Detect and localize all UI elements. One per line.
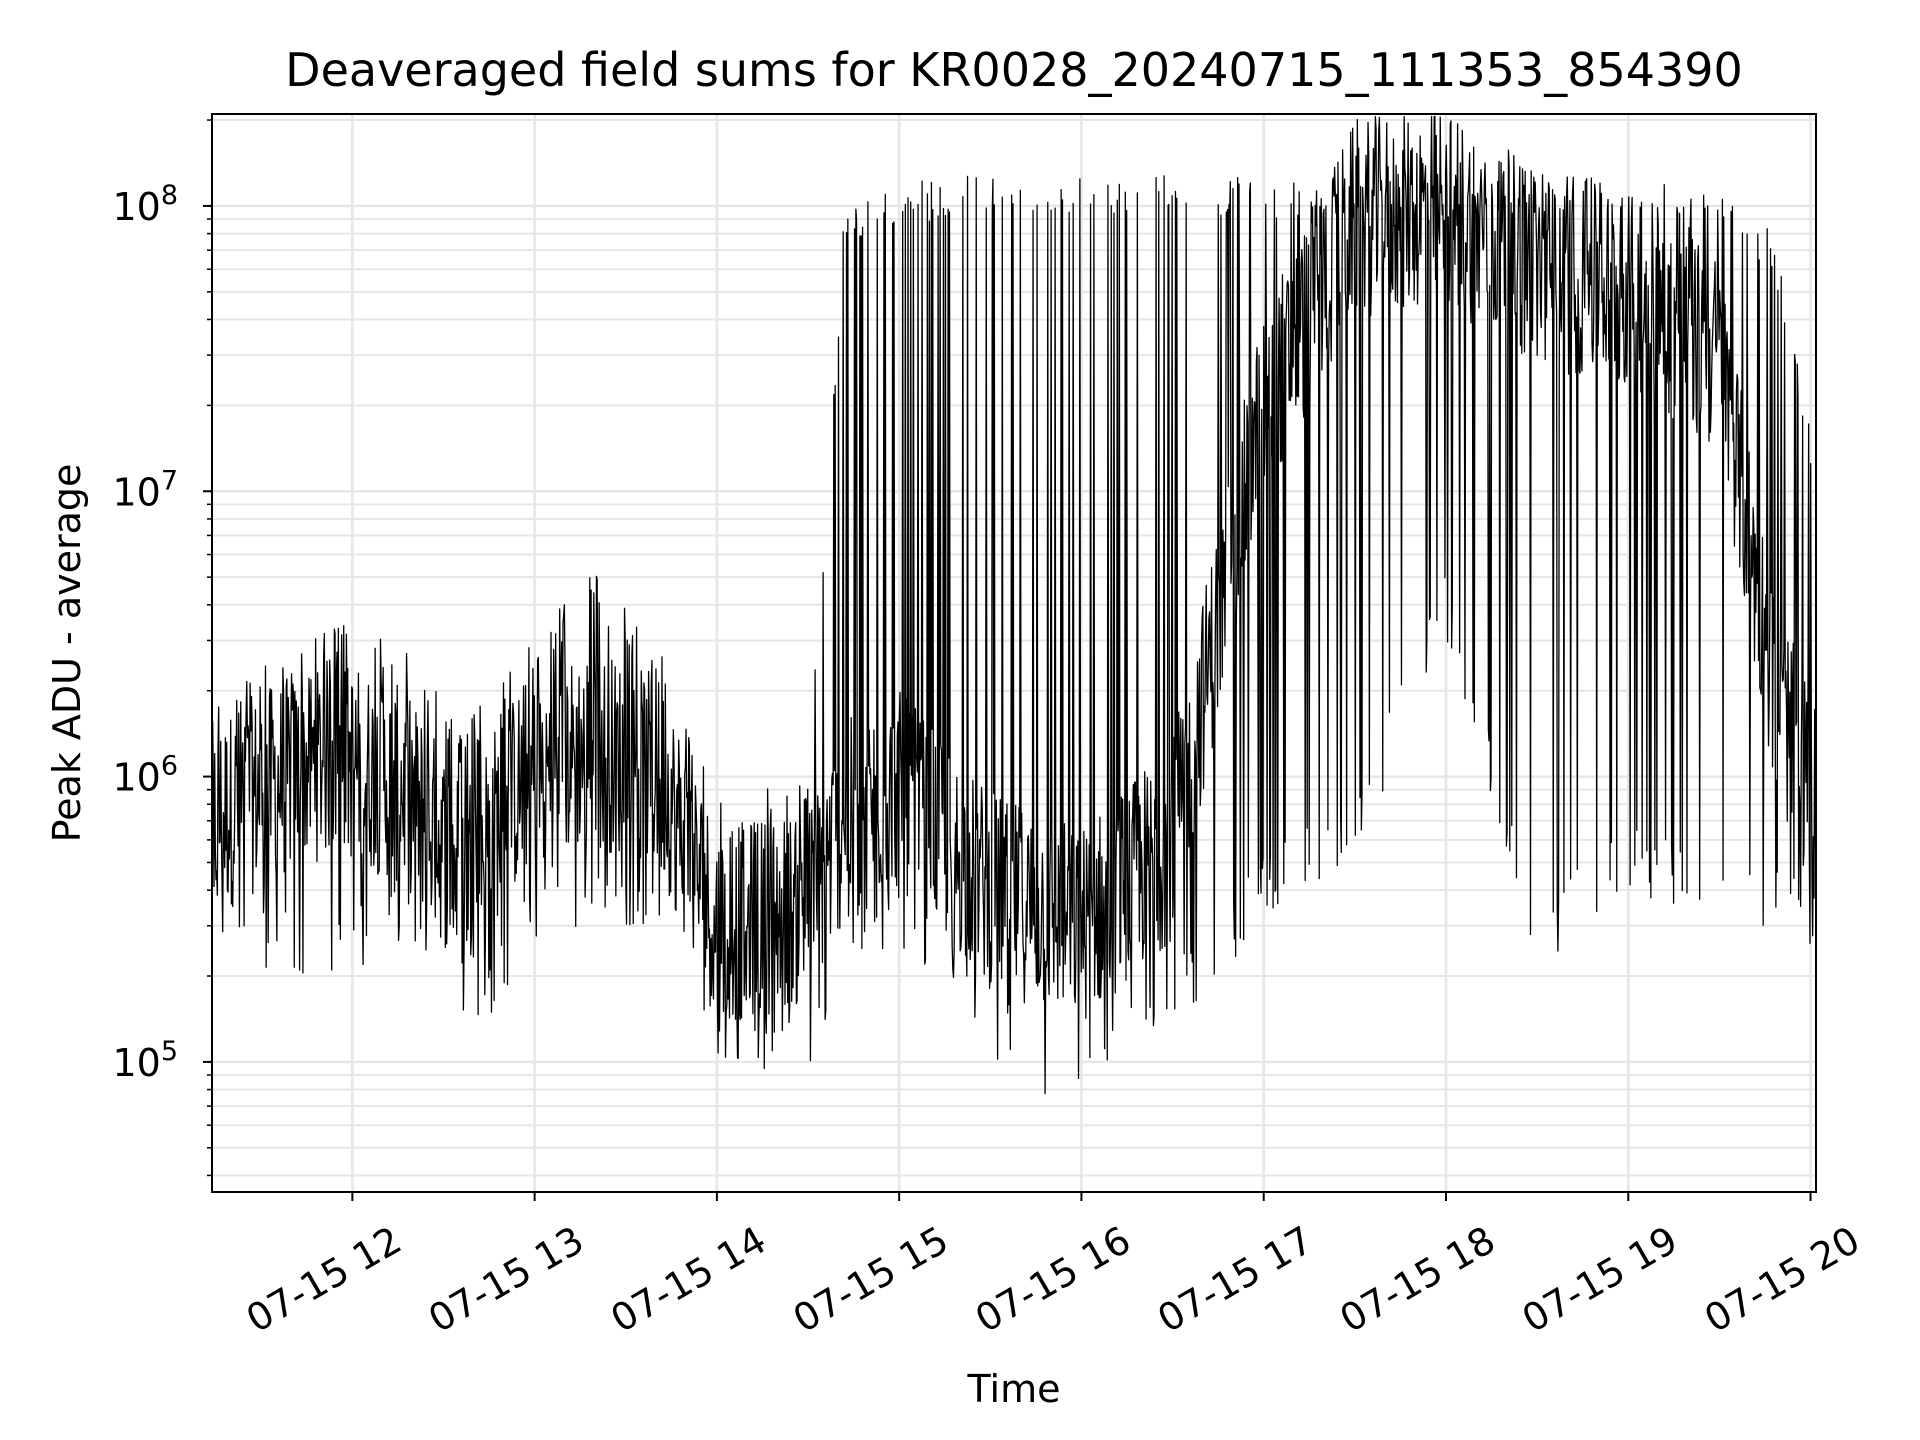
y-tick-label: 108: [112, 180, 178, 229]
chart-title: Deaveraged field sums for KR0028_2024071…: [285, 43, 1743, 97]
x-axis-title: Time: [967, 1367, 1061, 1411]
y-axis: 105 106 107 108: [112, 119, 212, 1177]
y-tick-label: 106: [112, 751, 178, 800]
x-tick-label: 07-15 13: [421, 1218, 591, 1342]
series-line: [211, 115, 1817, 1095]
y-axis-title: Peak ADU - average: [45, 464, 89, 843]
x-tick-label: 07-15 12: [239, 1218, 409, 1342]
data-series-layer: [211, 115, 1817, 1095]
x-tick-label: 07-15 20: [1697, 1218, 1867, 1342]
x-tick-label: 07-15 18: [1333, 1218, 1503, 1342]
x-tick-label: 07-15 19: [1515, 1218, 1685, 1342]
x-tick-label: 07-15 15: [786, 1218, 956, 1342]
y-tick-label: 105: [112, 1036, 178, 1085]
plot-frame: [211, 113, 1817, 1193]
x-axis: 07-15 12 07-15 13 07-15 14 07-15 15 07-15 16…: [239, 1192, 1867, 1341]
x-tick-label: 07-15 14: [603, 1218, 773, 1342]
x-tick-label: 07-15 16: [968, 1218, 1138, 1342]
y-tick-label: 107: [112, 465, 178, 514]
x-tick-label: 07-15 17: [1150, 1218, 1320, 1342]
